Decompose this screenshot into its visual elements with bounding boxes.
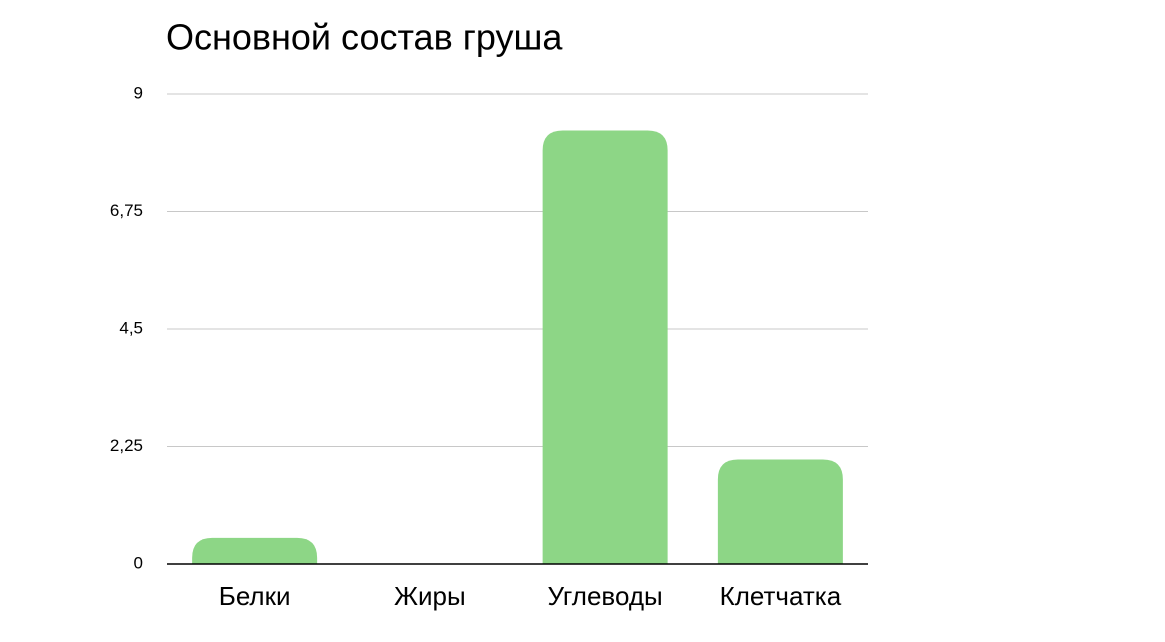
x-tick-label: Белки [219,581,291,611]
x-tick-label: Жиры [394,581,466,611]
bar [542,130,668,565]
y-tick-label: 9 [134,83,143,102]
bar [717,459,843,564]
y-tick-label: 2,25 [110,436,143,455]
bar [192,537,318,564]
y-tick-label: 6,75 [110,201,143,220]
chart-title: Основной состав груша [166,17,563,58]
y-tick-label: 4,5 [119,318,143,337]
x-tick-label: Клетчатка [720,581,842,611]
x-tick-label: Углеводы [548,581,663,611]
y-tick-label: 0 [134,553,143,572]
